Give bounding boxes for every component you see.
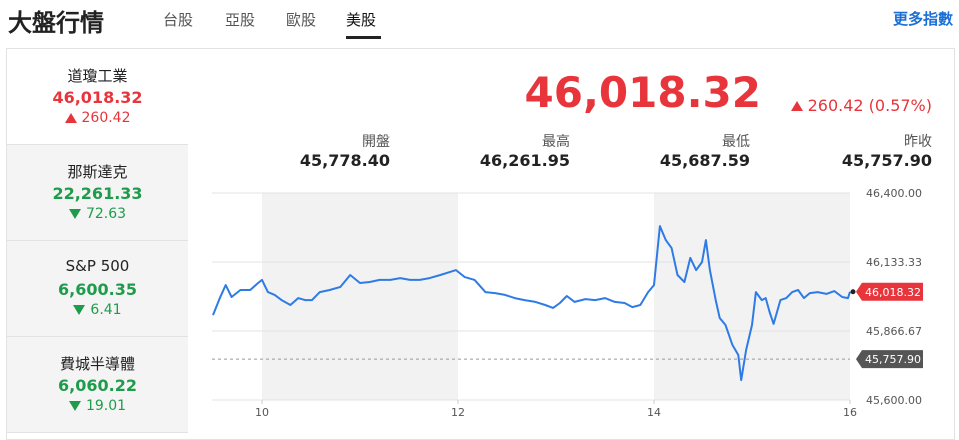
value-tag — [856, 282, 923, 301]
more-link[interactable]: 更多指數 — [892, 10, 953, 28]
y-tick-label: 46,400.00 — [866, 187, 922, 200]
arrow — [68, 209, 81, 219]
stat-value: 45,687.59 — [659, 151, 750, 170]
stat-value: 46,261.95 — [479, 151, 570, 170]
arrow-icon — [64, 113, 77, 123]
y-tick-label: 45,600.00 — [866, 394, 922, 407]
index-name: S&P 500 — [65, 257, 130, 275]
index-value: 46,018.32 — [52, 88, 143, 107]
shaded-band — [261, 193, 458, 400]
stat-label: 昨收 — [904, 134, 932, 150]
value-tag-label: 45,757.90 — [865, 353, 921, 366]
value-tag-label: 46,018.32 — [865, 286, 921, 299]
stat-label: 最低 — [722, 134, 750, 150]
index-change: 19.01 — [85, 398, 127, 414]
change-row: 6.41 — [7, 302, 188, 318]
value-tag — [856, 350, 923, 369]
stat-label: 開盤 — [362, 134, 390, 150]
stat-label: 最高 — [542, 134, 570, 150]
arrow-icon — [68, 401, 81, 411]
index-name: 那斯達克 — [67, 163, 128, 181]
tab-underline — [346, 36, 381, 39]
arrow — [73, 305, 86, 315]
page-title: 大盤行情 — [8, 9, 104, 37]
arrow — [790, 100, 803, 111]
index-name: 道瓊工業 — [67, 67, 128, 85]
x-tick-label: 12 — [451, 406, 465, 419]
chart: 45,600.00 45,866.67 46,133.33 46,400.00 10 12… — [212, 187, 923, 419]
arrow-icon — [790, 100, 803, 111]
tab[interactable]: 美股 — [346, 11, 377, 29]
change-row: 260.42 — [7, 110, 188, 126]
index-change: 72.63 — [85, 206, 127, 222]
arrow — [68, 401, 81, 411]
price-change: 260.42 (0.57%) — [807, 96, 932, 115]
change-row: 260.42 (0.57%) — [790, 96, 932, 115]
tab[interactable]: 亞股 — [225, 11, 256, 29]
tab[interactable]: 台股 — [163, 11, 194, 29]
index-change: 6.41 — [90, 302, 122, 318]
x-tick-label: 16 — [843, 406, 857, 419]
arrow — [64, 113, 77, 123]
index-card[interactable]: 費城半導體 6,060.22 19.01 — [7, 337, 188, 433]
tab[interactable]: 歐股 — [286, 11, 317, 29]
arrow-icon — [73, 305, 86, 315]
index-value: 6,060.22 — [58, 376, 137, 395]
index-value: 22,261.33 — [52, 184, 143, 203]
y-tick-label: 46,133.33 — [866, 256, 922, 269]
index-card[interactable]: 那斯達克 22,261.33 72.63 — [7, 145, 188, 241]
change-row: 72.63 — [7, 206, 188, 222]
x-tick-label: 10 — [255, 406, 269, 419]
price-line — [212, 225, 851, 382]
x-tick-label: 14 — [647, 406, 661, 419]
y-tick-label: 45,866.67 — [866, 325, 922, 338]
index-value: 6,600.35 — [58, 280, 137, 299]
arrow-icon — [68, 209, 81, 219]
index-card[interactable]: 道瓊工業 46,018.32 260.42 — [7, 49, 188, 145]
stat-value: 45,778.40 — [299, 151, 390, 170]
shaded-band — [653, 193, 850, 400]
index-card[interactable]: S&P 500 6,600.35 6.41 — [7, 241, 188, 337]
change-row: 19.01 — [7, 398, 188, 414]
index-change: 260.42 — [81, 110, 131, 126]
index-name: 費城半導體 — [59, 355, 135, 373]
price: 46,018.32 — [524, 68, 761, 117]
stat-value: 45,757.90 — [841, 151, 932, 170]
last-point — [850, 289, 856, 295]
